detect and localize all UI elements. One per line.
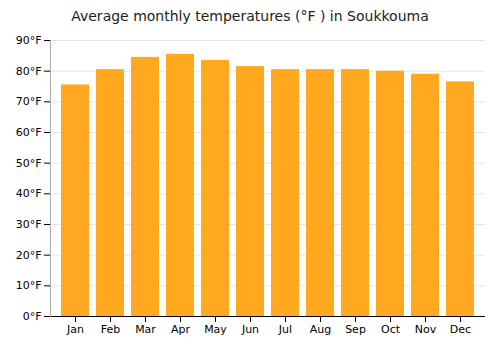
html-text:Average monthly temperatures (: Average monthly temperatures (°F ) in So… bbox=[71, 8, 429, 24]
svg-text:Sep: Sep bbox=[345, 323, 366, 336]
svg-text:10°F: 10°F bbox=[16, 279, 42, 292]
svg-text:30°F: 30°F bbox=[16, 218, 42, 231]
svg-text:Nov: Nov bbox=[415, 323, 437, 336]
svg-text:Feb: Feb bbox=[101, 323, 120, 336]
svg-text:Jul: Jul bbox=[278, 323, 292, 336]
svg-text:40°F: 40°F bbox=[16, 187, 42, 200]
svg-text:50°F: 50°F bbox=[16, 157, 42, 170]
svg-text:Dec: Dec bbox=[450, 323, 471, 336]
svg-text:20°F: 20°F bbox=[16, 249, 42, 262]
svg-text:Jun: Jun bbox=[241, 323, 259, 336]
svg-text:0°F: 0°F bbox=[23, 310, 42, 323]
svg-text:May: May bbox=[204, 323, 227, 336]
svg-text:Jan: Jan bbox=[66, 323, 84, 336]
svg-text:70°F: 70°F bbox=[16, 95, 42, 108]
svg-text:60°F: 60°F bbox=[16, 126, 42, 139]
svg-text:80°F: 80°F bbox=[16, 65, 42, 78]
svg-text:Aug: Aug bbox=[310, 323, 331, 336]
svg-text:90°F: 90°F bbox=[16, 34, 42, 47]
svg-text:Apr: Apr bbox=[171, 323, 191, 336]
svg-text:Oct: Oct bbox=[381, 323, 401, 336]
svg-text:Mar: Mar bbox=[135, 323, 156, 336]
